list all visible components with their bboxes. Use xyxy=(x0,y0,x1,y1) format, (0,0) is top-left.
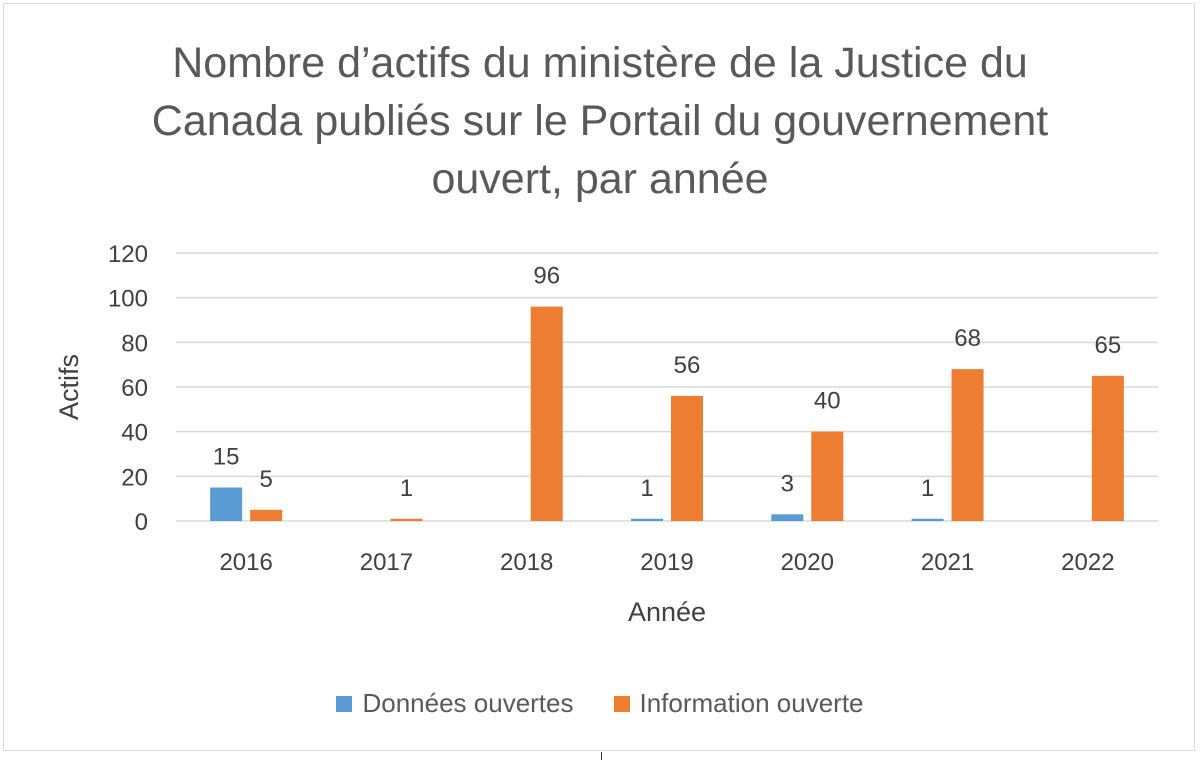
data-label-donnees-2019: 1 xyxy=(640,475,653,502)
bar-information-2017 xyxy=(390,518,423,521)
legend-item-donnees-ouvertes: Données ouvertes xyxy=(336,688,574,719)
x-tick-label: 2019 xyxy=(640,549,693,576)
y-axis-label: Actifs xyxy=(54,354,84,420)
x-tick-label: 2018 xyxy=(500,549,553,576)
x-tick-label: 2022 xyxy=(1061,549,1114,576)
x-tick-label: 2020 xyxy=(781,549,834,576)
bar-information-2019 xyxy=(671,395,703,521)
bar-information-2022 xyxy=(1091,375,1124,521)
legend-label-information-ouverte: Information ouverte xyxy=(639,688,864,718)
bar-donnees-2019 xyxy=(631,518,663,521)
x-tick-label: 2016 xyxy=(219,549,272,576)
legend: Données ouvertes Information ouverte xyxy=(0,688,1200,719)
bar-donnees-2021 xyxy=(911,518,944,521)
legend-item-information-ouverte: Information ouverte xyxy=(613,688,864,719)
legend-swatch-information-ouverte xyxy=(613,695,630,712)
y-tick-label: 100 xyxy=(108,286,148,313)
bar-information-2016 xyxy=(250,509,283,521)
data-label-information-2018: 96 xyxy=(533,263,560,290)
page-edge-mark xyxy=(601,752,602,760)
bar-information-2020 xyxy=(811,431,844,521)
chart-title: Nombre d’actifs du ministère de la Justi… xyxy=(151,39,1049,203)
data-label-information-2022: 65 xyxy=(1095,332,1122,359)
legend-swatch-donnees-ouvertes xyxy=(336,695,353,712)
bar-donnees-2016 xyxy=(210,487,243,521)
data-label-information-2020: 40 xyxy=(814,388,841,415)
chart-frame xyxy=(3,3,1195,751)
y-tick-label: 120 xyxy=(108,241,148,268)
bar-information-2021 xyxy=(951,369,984,521)
x-tick-label: 2021 xyxy=(921,549,974,576)
y-tick-label: 60 xyxy=(121,375,148,402)
y-tick-label: 0 xyxy=(135,509,148,536)
y-tick-label: 80 xyxy=(121,330,148,357)
x-axis-label: Année xyxy=(628,597,706,627)
data-label-information-2016: 5 xyxy=(259,466,272,493)
x-tick-label: 2017 xyxy=(360,549,413,576)
bar-information-2018 xyxy=(530,306,563,521)
data-label-information-2017: 1 xyxy=(400,475,413,502)
data-label-information-2021: 68 xyxy=(954,325,981,352)
y-tick-label: 20 xyxy=(121,464,148,491)
data-label-donnees-2016: 15 xyxy=(213,444,240,471)
data-label-donnees-2021: 1 xyxy=(921,475,934,502)
data-label-donnees-2020: 3 xyxy=(781,470,794,497)
data-label-information-2019: 56 xyxy=(674,352,701,379)
bar-donnees-2020 xyxy=(771,514,804,521)
legend-label-donnees-ouvertes: Données ouvertes xyxy=(362,688,574,718)
y-tick-label: 40 xyxy=(121,420,148,447)
